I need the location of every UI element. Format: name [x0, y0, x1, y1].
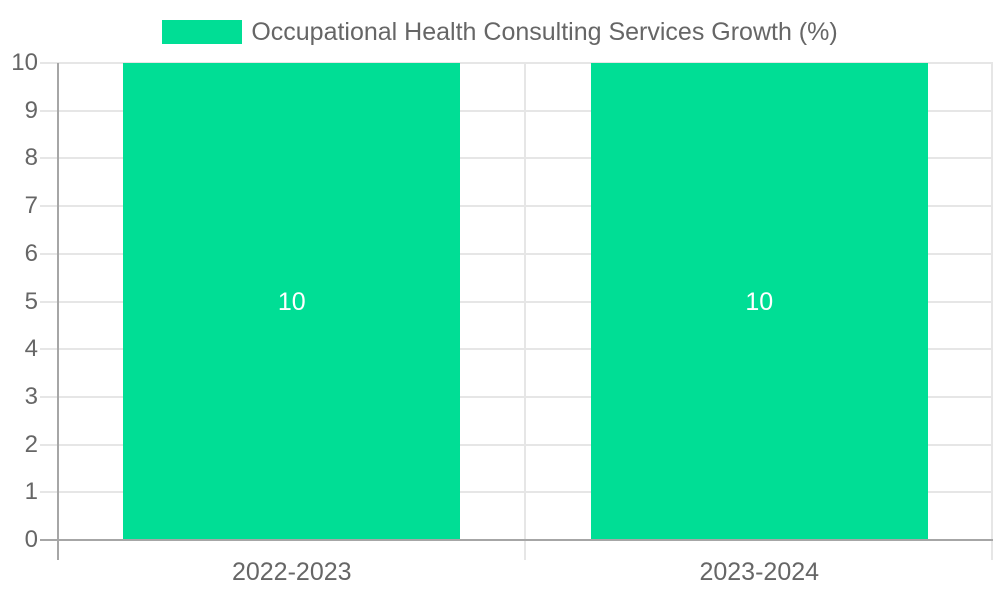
y-gridline [40, 62, 993, 64]
y-gridline [40, 443, 993, 446]
y-gridline [40, 109, 993, 112]
y-gridline [40, 157, 993, 160]
x-boundary-gridline [524, 63, 526, 560]
y-axis-tick-label: 1 [24, 478, 38, 506]
bar-value-label: 10 [745, 287, 774, 316]
x-axis-tick-label: 2023-2024 [699, 558, 820, 586]
y-gridline [40, 205, 993, 208]
y-axis-tick-label: 0 [24, 526, 38, 553]
y-gridline [40, 252, 993, 255]
x-axis-line [40, 539, 993, 541]
y-axis-tick-label: 9 [24, 96, 38, 124]
y-gridline [40, 395, 993, 398]
legend: Occupational Health Consulting Services … [0, 16, 1000, 48]
y-axis-tick-label: 10 [11, 49, 38, 76]
y-axis-tick-label: 3 [24, 382, 38, 410]
y-axis-line [57, 63, 59, 560]
y-axis-tick-label: 8 [24, 144, 38, 172]
y-gridline [40, 300, 993, 303]
legend-swatch-icon [162, 20, 243, 44]
legend-item[interactable]: Occupational Health Consulting Services … [162, 17, 838, 47]
y-axis-tick-label: 7 [24, 192, 38, 220]
bar-value-label: 10 [277, 287, 306, 316]
bar[interactable] [590, 63, 928, 540]
y-axis-tick-label: 6 [24, 239, 38, 267]
x-boundary-gridline [991, 63, 993, 560]
legend-label: Occupational Health Consulting Services … [251, 17, 838, 46]
y-gridline [40, 348, 993, 351]
y-axis-tick-label: 4 [24, 335, 38, 363]
y-axis-tick-label: 2 [24, 430, 38, 458]
y-gridline [40, 491, 993, 494]
bar[interactable] [123, 63, 461, 540]
y-axis-tick-label: 5 [24, 287, 38, 315]
x-axis-tick-label: 2022-2023 [231, 558, 352, 586]
